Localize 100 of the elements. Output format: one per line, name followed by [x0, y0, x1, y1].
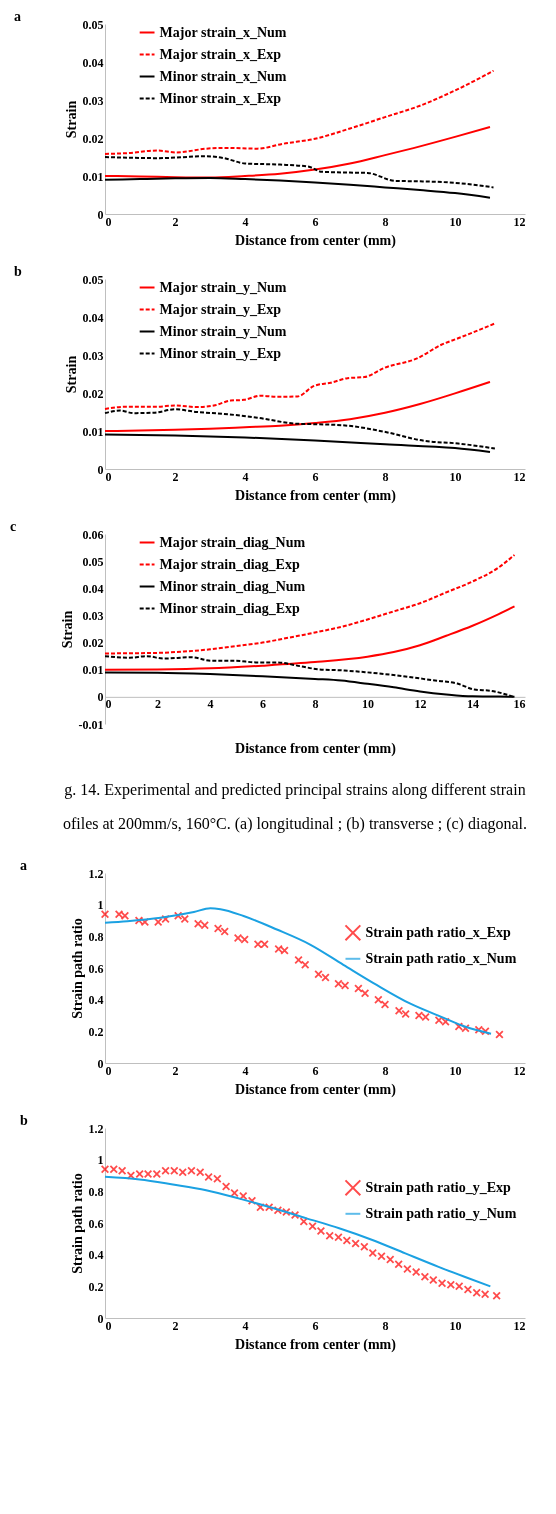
line-series	[104, 380, 491, 432]
x-tick-label: 6	[312, 214, 319, 229]
point	[152, 1169, 162, 1179]
point	[300, 960, 310, 970]
x-tick-label: 16	[513, 697, 526, 712]
y-tick-label: 0.8	[88, 1184, 104, 1199]
point	[140, 917, 150, 927]
x-tick-label: 10	[449, 469, 462, 484]
point	[411, 1267, 421, 1277]
x-tick-label: 2	[172, 469, 179, 484]
point	[351, 1239, 360, 1248]
legend-label: Strain path ratio_y_Exp	[365, 1179, 512, 1195]
x-axis-title: Distance from center (mm)	[235, 232, 397, 249]
line-series	[104, 605, 516, 671]
line-series	[104, 433, 491, 453]
x-tick-label: 4	[207, 697, 214, 712]
point	[316, 1226, 326, 1236]
point	[161, 914, 170, 924]
point	[474, 1025, 484, 1034]
point	[374, 995, 383, 1004]
point	[308, 1221, 317, 1231]
point	[429, 1275, 438, 1285]
point	[100, 909, 110, 919]
point	[195, 1168, 205, 1177]
x-axis-title: Distance from center (mm)	[235, 740, 397, 757]
point	[240, 935, 249, 944]
y-tick-label: -0.01	[78, 717, 104, 732]
x-tick-label: 8	[382, 214, 389, 229]
point	[135, 1169, 144, 1179]
legend-label: Major strain_x_Num	[159, 24, 287, 40]
legend-label: Minor strain_diag_Exp	[159, 600, 300, 616]
point	[161, 1166, 170, 1175]
chart-title: a	[14, 9, 21, 24]
y-tick-label: 0.2	[88, 1024, 104, 1039]
line-series	[104, 176, 491, 199]
y-tick-label: 0.4	[88, 993, 104, 1008]
x-tick-label: 6	[260, 697, 266, 712]
point	[380, 1000, 390, 1009]
line-series	[104, 155, 495, 189]
point	[120, 911, 130, 920]
x-tick-label: 6	[312, 1063, 319, 1078]
y-tick-label: 0.2	[88, 1279, 104, 1294]
x-tick-label: 6	[312, 469, 319, 484]
point	[434, 1016, 444, 1025]
legend-label: Minor strain_diag_Num	[159, 578, 306, 594]
chart-title: c	[10, 519, 17, 534]
x-axis-title: Distance from center (mm)	[235, 1081, 397, 1098]
y-tick-label: 0.4	[88, 1248, 104, 1263]
point	[472, 1288, 481, 1297]
point	[414, 1011, 424, 1020]
legend-label: Strain path ratio_x_Num	[365, 950, 517, 966]
point	[334, 979, 343, 989]
y-axis-title: Strain	[59, 610, 75, 649]
point	[264, 1202, 274, 1212]
point	[126, 1171, 136, 1180]
y-tick-label: 0.6	[88, 961, 104, 976]
x-tick-label: 10	[449, 1063, 462, 1078]
point	[463, 1285, 473, 1294]
x-tick-label: 12	[513, 469, 526, 484]
y-tick-label: 0.01	[82, 663, 104, 678]
legend-label: Minor strain_y_Num	[159, 323, 287, 339]
point	[239, 1191, 248, 1201]
point	[187, 1166, 196, 1175]
point	[260, 940, 269, 949]
legend-label: Major strain_x_Exp	[159, 46, 282, 62]
point	[213, 1174, 222, 1183]
y-tick-label: 0.02	[82, 386, 104, 401]
point	[282, 1207, 291, 1217]
legend-label: Major strain_y_Num	[159, 279, 287, 295]
point	[299, 1217, 309, 1226]
point	[220, 927, 229, 936]
x-axis-title: Distance from center (mm)	[235, 1336, 397, 1353]
text: g. 14. Experimental and predicted principal strains along different strain	[64, 781, 526, 799]
point	[274, 944, 283, 954]
point	[446, 1280, 456, 1289]
point	[143, 1169, 153, 1179]
x-tick-label: 2	[172, 214, 179, 229]
point	[394, 1259, 403, 1269]
x-tick-label: 6	[312, 1318, 319, 1333]
y-tick-label: 0.02	[82, 636, 104, 651]
y-axis-title: Strain path ratio	[69, 918, 85, 1019]
point	[377, 1252, 386, 1261]
x-axis-title: Distance from center (mm)	[235, 487, 397, 504]
y-tick-label: 0.04	[82, 55, 104, 70]
point	[294, 955, 303, 965]
line-series	[104, 408, 496, 450]
point	[273, 1206, 283, 1215]
x-tick-label: 10	[449, 214, 462, 229]
y-tick-label: 0.6	[88, 1216, 104, 1231]
y-axis-title: Strain path ratio	[69, 1173, 85, 1274]
point	[170, 1166, 179, 1175]
point	[401, 1009, 410, 1019]
y-tick-label: 0.05	[82, 17, 104, 32]
y-tick-label: 0.06	[82, 527, 104, 542]
point	[437, 1278, 447, 1288]
point	[454, 1282, 464, 1291]
x-tick-label: 10	[362, 697, 374, 712]
x-tick-label: 4	[242, 469, 249, 484]
point	[173, 911, 183, 920]
point	[441, 1017, 450, 1027]
